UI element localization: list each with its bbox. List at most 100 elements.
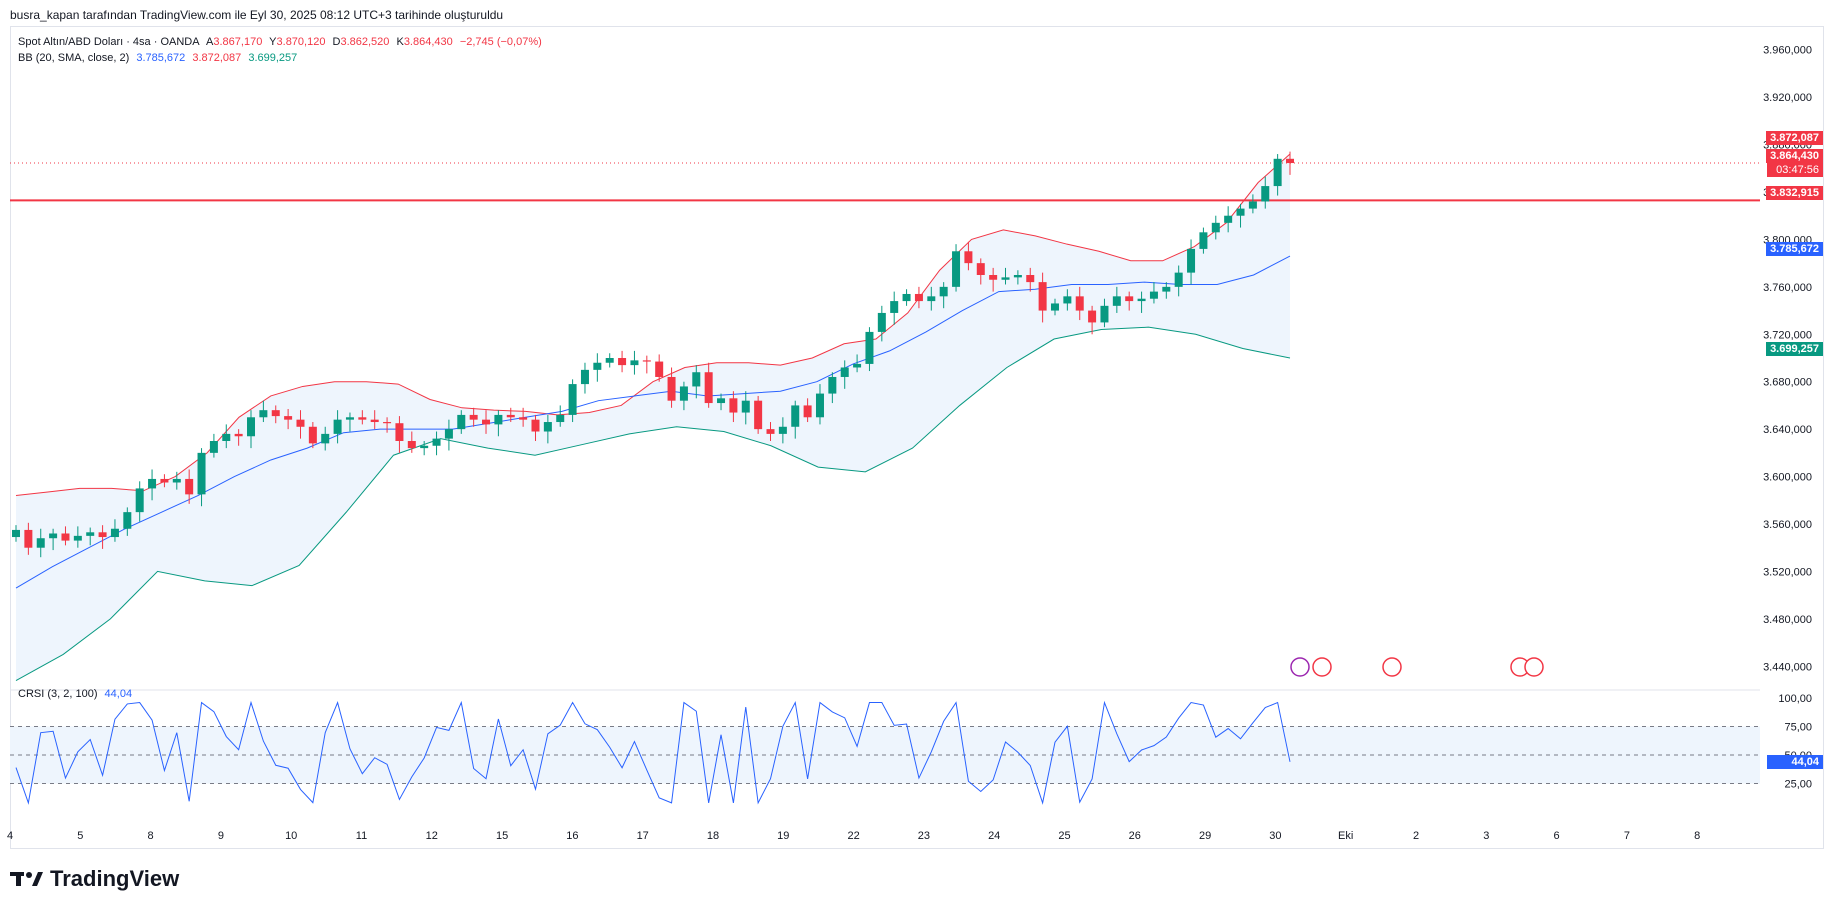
- x-tick-label: 6: [1554, 830, 1560, 842]
- x-tick-label: 4: [7, 830, 13, 842]
- candle-body: [1149, 291, 1158, 299]
- symbol-legend[interactable]: Spot Altın/ABD Doları · 4sa · OANDA A3.8…: [18, 36, 546, 48]
- candle-body: [234, 433, 243, 437]
- candle-body: [593, 362, 602, 370]
- symbol-name[interactable]: Spot Altın/ABD Doları · 4sa · OANDA: [18, 36, 200, 48]
- candle-body: [791, 405, 800, 427]
- x-tick-label: 23: [918, 830, 930, 842]
- candle-body: [976, 263, 985, 275]
- x-tick-label: 10: [285, 830, 297, 842]
- x-tick-label: 8: [1694, 830, 1700, 842]
- x-tick-label: 15: [496, 830, 508, 842]
- x-tick-label: Eki: [1338, 830, 1353, 842]
- y-tick-label: 3.920,000: [1763, 92, 1812, 104]
- candle-body: [704, 372, 713, 404]
- x-tick-label: 5: [77, 830, 83, 842]
- event-icon: [1290, 657, 1310, 677]
- candle-body: [1001, 277, 1010, 280]
- candle-body: [766, 429, 775, 434]
- candle-body: [890, 301, 899, 313]
- candle-body: [247, 417, 256, 437]
- candle-body: [853, 363, 862, 368]
- open-label: A: [206, 36, 214, 48]
- candle-body: [952, 251, 961, 287]
- crsi-label[interactable]: CRSI (3, 2, 100): [18, 688, 98, 700]
- bb-mid-value: 3.785,672: [136, 52, 186, 64]
- bb-legend[interactable]: BB (20, SMA, close, 2) 3.785,672 3.872,0…: [18, 52, 301, 64]
- x-tick-label: 2: [1413, 830, 1419, 842]
- x-tick-label: 25: [1058, 830, 1070, 842]
- candle-body: [36, 538, 45, 548]
- bb-label[interactable]: BB (20, SMA, close, 2): [18, 52, 130, 64]
- high-label: Y: [269, 36, 277, 48]
- crsi-legend[interactable]: CRSI (3, 2, 100) 44,04: [18, 688, 136, 700]
- chart-frame[interactable]: [10, 26, 1824, 849]
- candle-body: [568, 384, 577, 415]
- high-value: 3.870,120: [276, 36, 326, 48]
- crsi-value: 44,04: [104, 688, 133, 700]
- candle-body: [927, 296, 936, 302]
- candle-body: [815, 393, 824, 418]
- candle-body: [345, 417, 354, 420]
- candle-body: [865, 331, 874, 364]
- candle-body: [321, 433, 330, 444]
- bb-upper-line: [15, 153, 1291, 497]
- event-icon: [1524, 657, 1544, 677]
- candle-body: [618, 358, 627, 366]
- crsi-tick-label: 100,00: [1778, 693, 1812, 705]
- candle-body: [333, 419, 342, 434]
- hline-tag: 3.832,915: [1766, 186, 1823, 200]
- candle-body: [308, 426, 317, 444]
- candle-body: [902, 293, 911, 302]
- candle-body: [964, 251, 973, 264]
- crsi-tick-label: 75,00: [1784, 722, 1812, 734]
- x-tick-label: 3: [1483, 830, 1489, 842]
- y-tick-label: 3.760,000: [1763, 282, 1812, 294]
- candle-body: [370, 419, 379, 423]
- candle-body: [482, 419, 491, 425]
- candle-body: [160, 478, 169, 483]
- candle-body: [642, 360, 651, 362]
- bb-basis-line: [15, 255, 1291, 589]
- candle-body: [803, 405, 812, 418]
- x-tick-label: 18: [707, 830, 719, 842]
- candle-body: [506, 414, 515, 418]
- candle-body: [580, 369, 589, 385]
- bb-upper-tag: 3.872,087: [1766, 131, 1823, 145]
- candle-body: [1100, 305, 1109, 323]
- candle-body: [1125, 296, 1134, 302]
- candle-body: [444, 429, 453, 439]
- open-value: 3.867,170: [213, 36, 263, 48]
- crsi-tick-label: 25,00: [1784, 779, 1812, 791]
- candle-body: [556, 414, 565, 423]
- tradingview-logo-icon: [10, 872, 43, 886]
- candle-body: [778, 426, 787, 434]
- bb-fill: [16, 154, 1290, 681]
- crsi-line: [15, 700, 1291, 805]
- event-icon: [1312, 657, 1332, 677]
- candle-body: [420, 445, 429, 449]
- candle-body: [1137, 298, 1146, 302]
- candle-body: [939, 286, 948, 297]
- x-tick-label: 17: [637, 830, 649, 842]
- countdown-tag: 03:47:56: [1767, 163, 1823, 177]
- candle-body: [494, 414, 503, 425]
- candle-body: [679, 386, 688, 401]
- candle-body: [1211, 222, 1220, 233]
- candle-body: [1199, 232, 1208, 249]
- candle-body: [259, 410, 268, 418]
- candle-body: [24, 529, 33, 548]
- candle-body: [73, 535, 82, 541]
- tradingview-logo[interactable]: TradingView: [10, 866, 179, 892]
- bb-mid-tag: 3.785,672: [1766, 242, 1823, 256]
- candle-body: [1050, 303, 1059, 311]
- candle-body: [828, 376, 837, 394]
- candle-body: [148, 478, 157, 489]
- candle-body: [519, 417, 528, 420]
- candle-body: [1174, 272, 1183, 287]
- candle-body: [395, 423, 404, 441]
- x-tick-label: 26: [1129, 830, 1141, 842]
- bb-lower-value: 3.699,257: [248, 52, 298, 64]
- x-tick-label: 11: [356, 830, 367, 842]
